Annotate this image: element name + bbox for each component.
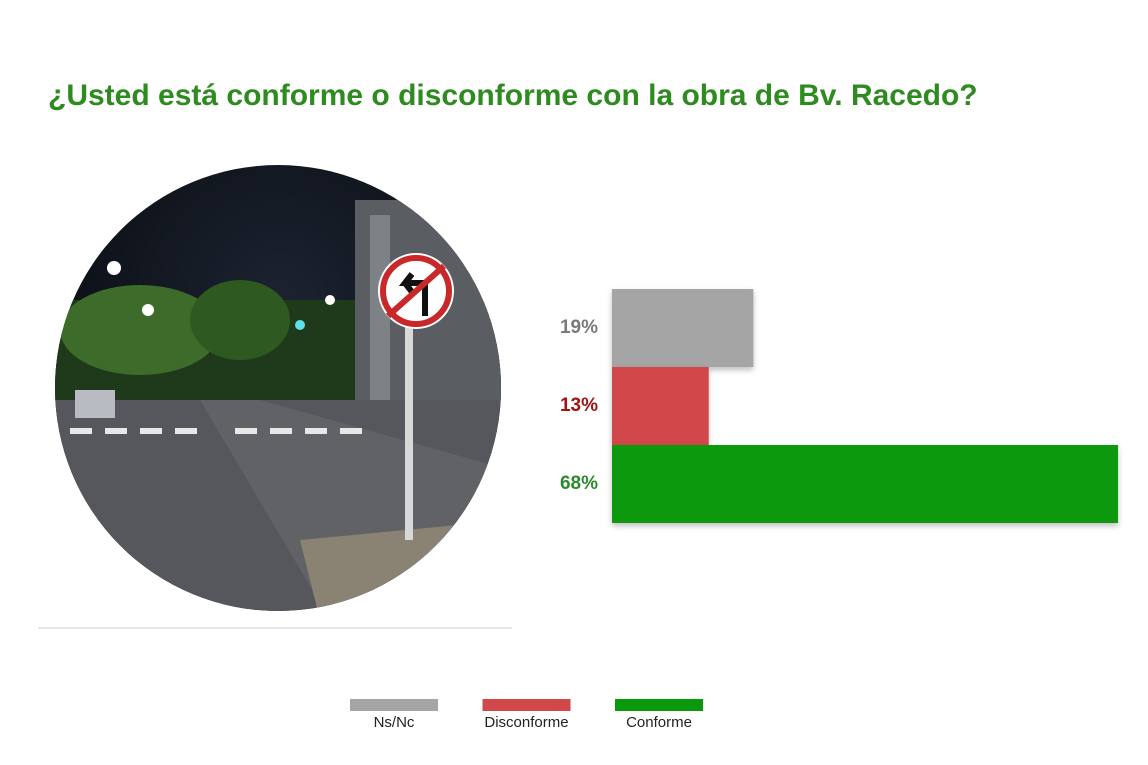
chart-title: ¿Usted está conforme o disconforme con l… bbox=[48, 79, 978, 112]
legend-swatch bbox=[350, 699, 438, 711]
legend-label: Ns/Nc bbox=[374, 714, 415, 731]
bar bbox=[612, 367, 709, 445]
legend-swatch bbox=[615, 699, 703, 711]
legend: Ns/Nc Disconforme Conforme bbox=[350, 699, 703, 731]
street-photo bbox=[55, 165, 501, 611]
value-label: 19% bbox=[560, 317, 598, 338]
bar bbox=[612, 289, 754, 367]
legend-label: Conforme bbox=[626, 714, 692, 731]
bars: 19% 13% 68% bbox=[560, 289, 1118, 523]
legend-swatch bbox=[482, 699, 571, 711]
bar bbox=[612, 445, 1118, 523]
legend-label: Disconforme bbox=[484, 714, 568, 731]
value-label: 13% bbox=[560, 395, 598, 416]
value-label: 68% bbox=[560, 473, 598, 494]
